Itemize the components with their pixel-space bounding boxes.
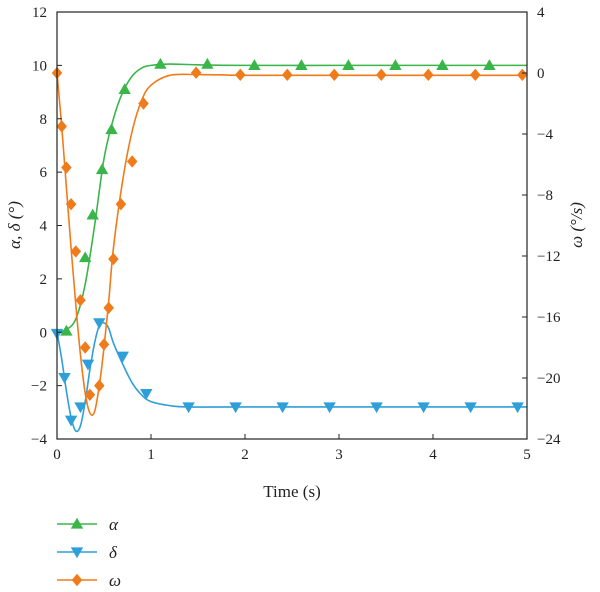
series-omega-point	[56, 120, 67, 133]
series-omega-point	[75, 294, 86, 307]
series-omega-point	[61, 161, 72, 174]
x-tick-label: 0	[53, 447, 61, 463]
series-alpha	[56, 57, 528, 336]
series-omega-point	[65, 197, 77, 211]
legend-swatch-marker	[70, 517, 84, 529]
y-left-tick-label: 4	[40, 219, 48, 235]
series-omega-point	[423, 68, 434, 82]
series-alpha-point	[60, 324, 73, 336]
series-omega-point	[190, 66, 202, 79]
y-left-tick-label: 0	[40, 325, 48, 341]
series-delta-point	[74, 402, 87, 414]
series-delta-point	[81, 359, 95, 371]
y-right-tick-label: 0	[537, 66, 545, 82]
series-delta-point	[64, 415, 78, 427]
series-omega-point	[98, 338, 110, 351]
series-omega-point	[138, 97, 149, 110]
legend-label-omega: ω	[109, 571, 121, 590]
series-omega-point	[108, 252, 119, 266]
series-alpha-point	[95, 163, 109, 175]
x-tick-label: 3	[335, 447, 343, 463]
y-left-tick-label: 8	[40, 112, 48, 128]
y-right-tick-label: −16	[537, 310, 561, 326]
series-delta-point	[140, 388, 153, 400]
series-delta-point	[116, 351, 129, 363]
series-delta-point	[464, 402, 477, 414]
series-alpha-line	[56, 63, 528, 334]
y-left-tick-label: 10	[32, 58, 47, 74]
y-right-tick-label: −12	[537, 249, 560, 265]
series-omega-point	[70, 245, 82, 258]
series-alpha-point	[483, 59, 496, 71]
series-delta-point	[229, 402, 242, 414]
x-tick-label: 4	[429, 447, 437, 463]
series-omega-point	[79, 341, 91, 354]
series-alpha-point	[248, 59, 261, 71]
series-delta-point	[276, 402, 289, 414]
series-alpha-point	[154, 57, 167, 69]
x-tick-label: 2	[241, 447, 249, 463]
x-tick-label: 1	[147, 447, 155, 463]
series-alpha-point	[389, 59, 402, 71]
series-alpha-point	[86, 208, 99, 220]
series-alpha-point	[342, 59, 355, 71]
series-delta-point	[93, 318, 106, 330]
y-right-tick-label: −20	[537, 371, 560, 387]
y-axis-right-label: ω (°/s)	[567, 202, 586, 248]
series-alpha-point	[118, 83, 131, 95]
series-delta-point	[511, 402, 524, 414]
series-alpha-point	[105, 123, 118, 135]
series-omega-point	[517, 68, 528, 82]
series-delta-point	[182, 402, 195, 414]
series-omega-point	[84, 388, 96, 401]
legend-item-omega: ω	[57, 571, 121, 590]
legend-swatch-marker	[71, 573, 83, 587]
legend-item-delta: δ	[57, 543, 118, 562]
y-right-tick-label: −8	[537, 188, 553, 204]
series-omega-point	[126, 155, 138, 168]
series-delta-point	[58, 372, 71, 384]
series-omega-point	[376, 68, 387, 82]
y-left-tick-label: 2	[40, 272, 48, 288]
y-left-tick-label: −4	[31, 432, 47, 448]
legend: αδω	[57, 515, 121, 590]
legend-item-alpha: α	[57, 515, 119, 534]
series-alpha-point	[436, 59, 449, 71]
series-omega-point	[103, 301, 114, 315]
y-axis-left-label: α, δ (°)	[5, 201, 24, 249]
y-right-tick-label: −4	[537, 127, 553, 143]
series-omega	[51, 66, 528, 416]
y-right-tick-label: 4	[537, 5, 545, 21]
series-omega-point	[329, 68, 340, 82]
series-omega-point	[94, 379, 105, 392]
series-omega-point	[470, 68, 481, 82]
x-axis-label: Time (s)	[263, 482, 320, 501]
legend-label-delta: δ	[109, 543, 118, 562]
legend-swatch-marker	[70, 547, 84, 559]
series-delta-point	[417, 402, 430, 414]
y-left-tick-label: −2	[31, 379, 47, 395]
plot-area	[50, 57, 528, 433]
series-alpha-point	[295, 59, 308, 71]
y-right-tick-label: −24	[537, 432, 561, 448]
series-omega-point	[115, 197, 127, 211]
series-alpha-point	[201, 57, 214, 69]
series-delta-point	[370, 402, 383, 414]
y-left-tick-label: 6	[40, 165, 48, 181]
series-alpha-point	[79, 251, 92, 263]
series-omega-point	[235, 68, 246, 82]
y-left-tick-label: 12	[32, 5, 47, 21]
series-delta-point	[323, 402, 336, 414]
series-omega-point	[282, 68, 293, 82]
x-tick-label: 5	[523, 447, 531, 463]
legend-label-alpha: α	[109, 515, 119, 534]
